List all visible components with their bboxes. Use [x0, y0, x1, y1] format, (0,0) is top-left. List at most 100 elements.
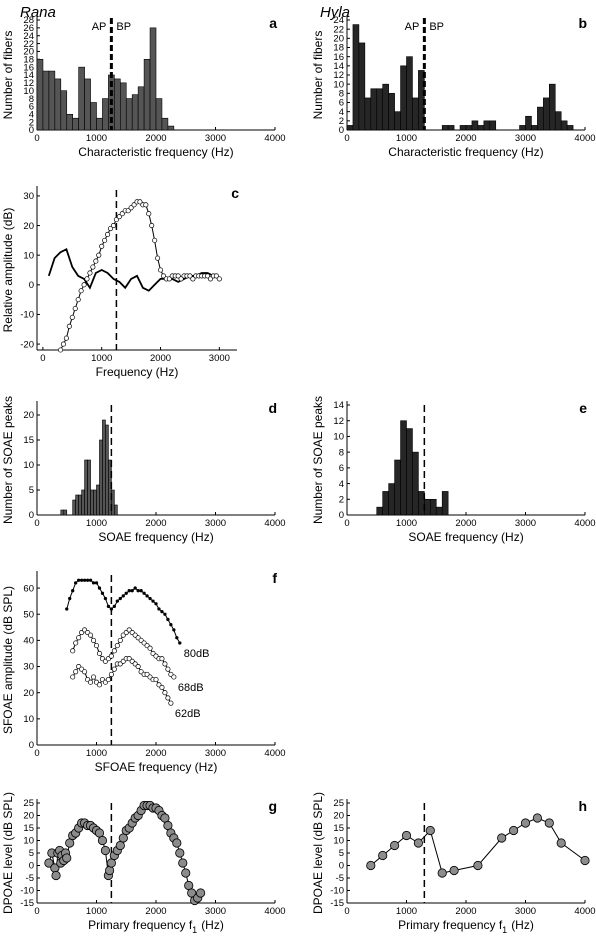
- data-point: [133, 586, 137, 590]
- y-tick-label: 30: [23, 662, 34, 673]
- data-point: [157, 607, 161, 611]
- data-point: [57, 347, 64, 353]
- data-point: [401, 830, 412, 841]
- histogram-bar: [560, 120, 568, 131]
- data-point: [71, 589, 75, 593]
- histogram-bar: [400, 420, 407, 516]
- histogram-bar: [370, 88, 378, 131]
- data-point: [108, 653, 114, 659]
- histogram-bar: [78, 66, 85, 131]
- histogram-bar: [84, 459, 88, 516]
- y-tick-label: 10: [23, 714, 34, 725]
- histogram-bar: [489, 120, 497, 131]
- y-tick-label: 0: [29, 740, 34, 751]
- data-point: [425, 825, 435, 836]
- y-tick-label: 5: [339, 848, 344, 859]
- data-point: [96, 252, 102, 258]
- data-point: [213, 273, 219, 279]
- histogram-bar: [93, 489, 97, 516]
- histogram-bar: [60, 509, 65, 516]
- data-point: [127, 589, 131, 593]
- panels-group: 0 1000 2000 3000 400002468101214161820222426…: [1, 15, 596, 935]
- data-point: [153, 677, 159, 683]
- x-tick-label: 3000: [209, 353, 230, 364]
- data-point: [93, 258, 99, 264]
- y-tick-label: 8: [339, 447, 344, 458]
- data-point: [437, 868, 447, 878]
- y-tick-label: 5: [29, 848, 34, 859]
- histogram-bar: [394, 459, 401, 516]
- histogram-bar: [459, 125, 467, 131]
- histogram-bar: [471, 120, 479, 131]
- x-axis-title-subscript: 1: [192, 925, 197, 935]
- y-tick-label: 25: [333, 798, 344, 809]
- data-point: [181, 868, 191, 878]
- histogram-bar: [90, 102, 97, 131]
- data-point: [128, 205, 134, 211]
- histogram-bar: [376, 506, 383, 516]
- y-tick-label: 20: [23, 688, 34, 699]
- y-tick-label: 0: [29, 861, 34, 872]
- y-tick-label: 20: [333, 811, 344, 822]
- data-point: [497, 833, 507, 843]
- data-point: [85, 578, 90, 582]
- histogram-bar: [81, 489, 85, 516]
- series-label: 68dB: [178, 682, 204, 694]
- x-tick-label: 2000: [145, 518, 166, 529]
- y-tick-label: 20: [23, 47, 34, 58]
- y-tick-label: 8: [339, 89, 344, 100]
- panel-letter: a: [269, 15, 277, 31]
- panel-letter: c: [231, 185, 239, 201]
- y-tick-label: 16: [23, 62, 34, 73]
- data-point: [99, 243, 105, 249]
- data-point: [152, 237, 158, 243]
- series-line: [47, 248, 220, 292]
- y-tick-label: 4: [29, 109, 34, 120]
- data-point: [91, 581, 96, 585]
- data-point: [178, 641, 182, 645]
- data-point: [147, 645, 153, 651]
- histogram-bar: [537, 106, 544, 131]
- histogram-bar: [429, 498, 437, 516]
- y-tick-label: -15: [330, 898, 344, 909]
- y-tick-label: 14: [333, 400, 344, 411]
- data-point: [76, 578, 81, 582]
- data-point: [196, 888, 206, 898]
- data-point: [532, 813, 543, 823]
- data-point: [137, 199, 143, 205]
- histogram-bar: [447, 125, 455, 131]
- histogram-bar: [105, 424, 109, 516]
- data-point: [151, 599, 155, 603]
- histogram-bar: [54, 78, 62, 131]
- y-tick-label: -15: [20, 898, 34, 909]
- data-point: [169, 623, 173, 627]
- data-point: [65, 607, 69, 611]
- panel-b: 0 1000 2000 3000 4000024681012141618202224Ch…: [311, 15, 596, 159]
- data-point: [162, 661, 168, 667]
- y-axis-title: Number of fibers: [1, 31, 15, 120]
- x-axis-title: Characteristic frequency (Hz): [388, 145, 543, 159]
- y-tick-label: 50: [23, 609, 34, 620]
- data-point: [111, 666, 117, 672]
- x-tick-label: 4000: [264, 748, 285, 759]
- x-tick-label: 4000: [574, 133, 595, 144]
- y-tick-label: 5: [29, 485, 34, 496]
- y-tick-label: -20: [20, 339, 34, 350]
- x-tick-label: 1000: [396, 906, 417, 917]
- y-tick-label: -10: [330, 886, 344, 897]
- data-point: [556, 838, 566, 848]
- data-point: [82, 669, 88, 675]
- panel-a: 0 1000 2000 3000 400002468101214161820222426…: [1, 15, 286, 159]
- y-tick-label: 12: [23, 78, 34, 89]
- data-point: [94, 581, 99, 585]
- y-tick-label: 4: [339, 107, 344, 118]
- y-axis-title: DPOAE level (dB SPL): [1, 792, 15, 914]
- data-point: [155, 255, 161, 261]
- histogram-bar: [120, 82, 127, 131]
- x-tick-label: 3000: [205, 133, 226, 144]
- x-tick-label: 2000: [455, 518, 476, 529]
- y-tick-label: 10: [333, 432, 344, 443]
- data-point: [366, 860, 376, 871]
- data-point: [159, 684, 165, 691]
- data-point: [78, 288, 84, 294]
